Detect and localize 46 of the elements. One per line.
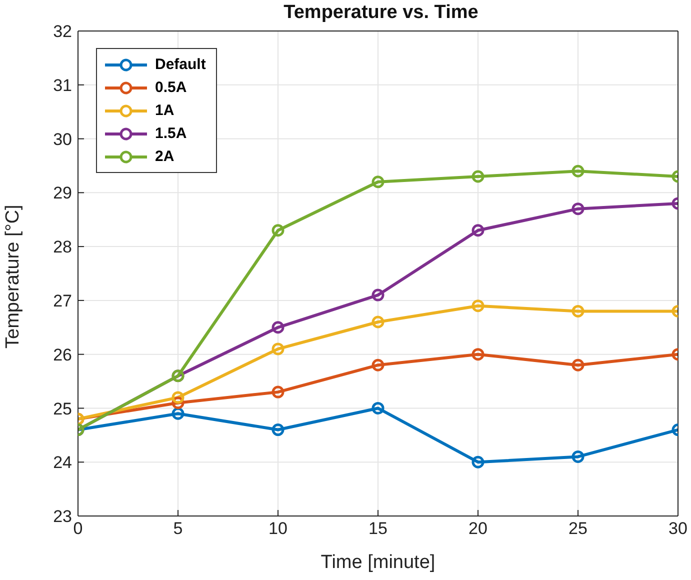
- x-tick-label: 25: [568, 519, 588, 538]
- y-tick-label: 23: [53, 507, 72, 526]
- point: [372, 288, 384, 302]
- y-tick-label: 30: [53, 130, 72, 149]
- point: [572, 304, 584, 318]
- point: [272, 224, 284, 237]
- y-tick-label: 29: [53, 184, 72, 203]
- x-tick-label: 0: [73, 519, 83, 538]
- x-tick-label: 5: [173, 519, 183, 538]
- point: [372, 316, 384, 328]
- point: [572, 450, 584, 463]
- legend-label: Default: [155, 56, 206, 73]
- point: [272, 424, 284, 436]
- point: [472, 170, 484, 183]
- point: [572, 358, 584, 372]
- y-tick-label: 25: [53, 399, 72, 418]
- y-tick-label: 26: [53, 345, 72, 364]
- x-axis-title: Time [minute]: [320, 552, 436, 573]
- point: [572, 164, 584, 178]
- x-tick-label: 30: [668, 519, 688, 538]
- y-axis-title: Temperature [°C]: [2, 204, 24, 348]
- point: [172, 391, 184, 404]
- point: [472, 348, 484, 361]
- point: [572, 202, 584, 216]
- legend-label: 2A: [155, 148, 174, 165]
- point: [372, 176, 384, 188]
- point: [372, 402, 384, 414]
- point: [272, 342, 284, 356]
- y-tick-label: 27: [53, 291, 72, 310]
- legend-label: 1A: [155, 102, 174, 119]
- point: [472, 300, 484, 312]
- y-tick-label: 32: [53, 22, 72, 42]
- point: [372, 358, 384, 372]
- x-tick-label: 10: [268, 519, 288, 538]
- legend-label: 1.5A: [155, 125, 187, 142]
- point: [272, 386, 284, 398]
- y-tick-label: 31: [53, 76, 72, 95]
- x-tick-label: 15: [368, 519, 388, 538]
- legend-label: 0.5A: [155, 79, 187, 96]
- chart-title: Temperature vs. Time: [282, 2, 480, 24]
- point: [272, 321, 284, 334]
- y-tick-label: 28: [53, 238, 72, 257]
- point: [472, 224, 484, 237]
- y-tick-label: 24: [53, 453, 72, 472]
- point: [472, 456, 484, 468]
- x-tick-label: 20: [468, 519, 488, 538]
